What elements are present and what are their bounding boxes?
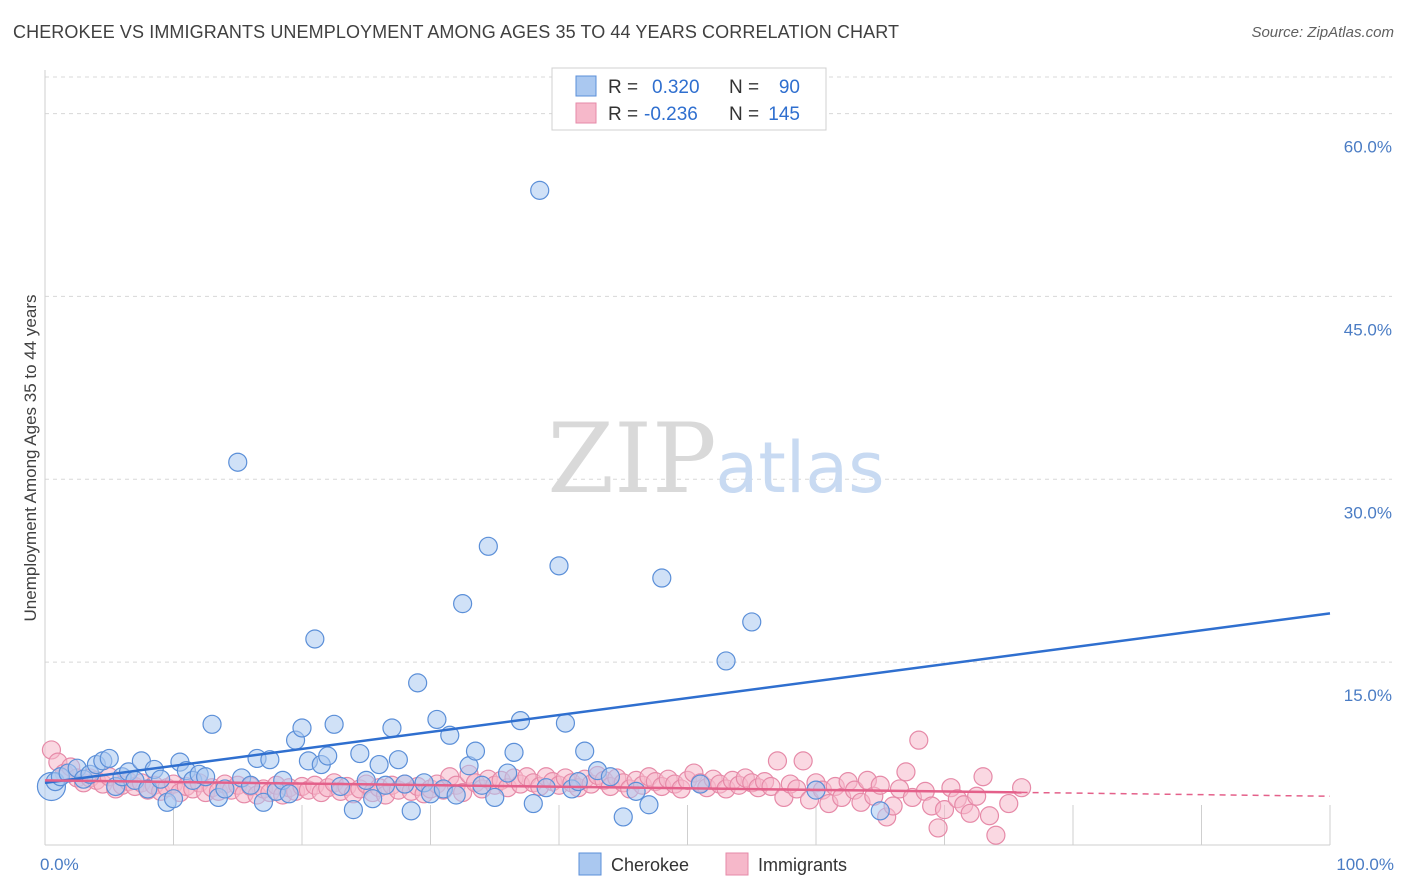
cherokee-point-68 — [498, 763, 518, 783]
cherokee-point-58 — [427, 709, 447, 730]
cherokee-point-9 — [99, 748, 119, 769]
cherokee-point-89 — [870, 801, 890, 821]
cherokee-point-64 — [465, 741, 486, 761]
chart-title: CHEROKEE VS IMMIGRANTS UNEMPLOYMENT AMON… — [13, 22, 900, 42]
chart-source: Source: ZipAtlas.com — [1251, 24, 1394, 41]
immigrants-trend-line-extension — [1021, 791, 1331, 797]
watermark-atlas: atlas — [715, 427, 884, 509]
cherokee-point-87 — [742, 612, 762, 632]
cherokee-point-19 — [163, 789, 184, 809]
cherokee-point-80 — [600, 767, 621, 787]
cherokee-point-46 — [350, 743, 370, 764]
cherokee-point-82 — [626, 781, 646, 801]
immigrants-point-139 — [934, 800, 955, 820]
cherokee-point-43 — [324, 714, 344, 734]
y-tick-label-2: 45.0% — [1344, 320, 1392, 339]
cherokee-point-27 — [215, 779, 235, 799]
cherokee-point-67 — [485, 787, 505, 808]
stats-legend-r-value-immigrants: -0.236 — [644, 104, 698, 125]
cherokee-point-55 — [408, 673, 428, 693]
tick-layer: 15.0% 30.0% 45.0% 60.0% 0.0% 100.0% — [40, 138, 1394, 874]
cherokee-point-54 — [401, 801, 421, 821]
stats-legend-box — [551, 67, 827, 131]
immigrants-point-133 — [896, 762, 916, 782]
cherokee-point-30 — [241, 775, 261, 795]
cherokee-point-81 — [613, 807, 633, 827]
cherokee-point-72 — [530, 180, 550, 200]
watermark-zip: ZIP — [547, 403, 716, 515]
cherokee-point-45 — [343, 800, 363, 820]
immigrants-point-143 — [960, 803, 980, 823]
y-tick-label-3: 60.0% — [1344, 138, 1392, 157]
immigrants-point-144 — [967, 786, 987, 806]
immigrants-point-149 — [1011, 778, 1032, 798]
stats-legend: R = 0.320 N = 90 R = -0.236 N = 145 — [551, 67, 827, 131]
immigrants-point-135 — [909, 730, 929, 750]
immigrants-point-146 — [979, 806, 1000, 826]
immigrants-point-112 — [761, 776, 781, 797]
cherokee-point-38 — [292, 718, 312, 738]
cherokee-point-66 — [478, 536, 498, 556]
stats-legend-n-label-cherokee: N = — [729, 77, 759, 98]
immigrants-point-138 — [928, 818, 948, 838]
immigrants-point-145 — [973, 767, 993, 787]
stats-legend-n-value-cherokee: 90 — [779, 77, 800, 98]
cherokee-point-78 — [575, 741, 595, 761]
cherokee-point-83 — [639, 795, 659, 815]
cherokee-point-85 — [690, 774, 710, 794]
cherokee-point-42 — [318, 746, 338, 766]
bottom-legend-swatch-cherokee — [578, 852, 602, 876]
bottom-legend-label-cherokee: Cherokee — [611, 855, 689, 875]
cherokee-point-28 — [228, 452, 248, 472]
bottom-legend-label-immigrants: Immigrants — [758, 855, 847, 875]
cherokee-point-84 — [652, 568, 672, 588]
bottom-legend-swatch-immigrants — [725, 852, 749, 876]
stats-legend-r-value-cherokee: 0.320 — [652, 77, 700, 98]
cherokee-point-47 — [356, 770, 376, 790]
immigrants-point-147 — [986, 825, 1006, 845]
cherokee-point-48 — [363, 789, 383, 809]
stats-legend-swatch-immigrants — [575, 102, 597, 124]
cherokee-point-17 — [151, 769, 171, 789]
cherokee-point-75 — [555, 713, 576, 733]
cherokee-point-44 — [330, 776, 351, 797]
immigrants-point-113 — [767, 751, 788, 771]
x-tick-label-0: 0.0% — [40, 855, 79, 874]
trend-layer — [44, 612, 1331, 797]
stats-legend-n-value-immigrants: 145 — [768, 104, 800, 125]
cherokee-point-40 — [305, 629, 325, 649]
cherokee-point-61 — [446, 785, 466, 805]
cherokee-point-25 — [202, 714, 222, 734]
immigrants-trend-line — [44, 779, 1022, 794]
y-tick-label-1: 30.0% — [1344, 503, 1392, 522]
y-axis-label: Unemployment Among Ages 35 to 44 years — [21, 295, 40, 622]
axis-layer — [44, 70, 1331, 846]
cherokee-point-49 — [369, 754, 389, 775]
cherokee-point-36 — [279, 784, 299, 804]
cherokee-point-33 — [260, 750, 280, 770]
immigrants-point-117 — [793, 751, 813, 771]
cherokee-point-74 — [549, 556, 569, 576]
x-tick-label-1: 100.0% — [1336, 855, 1394, 874]
watermark: ZIP atlas — [547, 403, 884, 515]
cherokee-point-69 — [504, 742, 524, 762]
grid-layer — [45, 76, 1392, 663]
cherokee-point-86 — [716, 651, 736, 671]
cherokee-point-51 — [382, 718, 402, 738]
stats-legend-r-label-immigrants: R = — [608, 104, 638, 125]
y-tick-label-0: 15.0% — [1344, 686, 1392, 705]
cherokee-point-62 — [453, 594, 473, 614]
stats-legend-n-label-immigrants: N = — [729, 104, 759, 125]
cherokee-point-32 — [253, 792, 274, 812]
cherokee-point-52 — [388, 750, 408, 770]
cherokee-point-15 — [138, 779, 158, 799]
stats-legend-swatch-cherokee — [575, 75, 597, 97]
cherokee-trend-line — [44, 612, 1331, 785]
bottom-legend: Cherokee Immigrants — [578, 852, 847, 876]
stats-legend-r-label-cherokee: R = — [608, 77, 638, 98]
immigrants-point-148 — [999, 793, 1019, 814]
cherokee-point-71 — [523, 793, 543, 814]
